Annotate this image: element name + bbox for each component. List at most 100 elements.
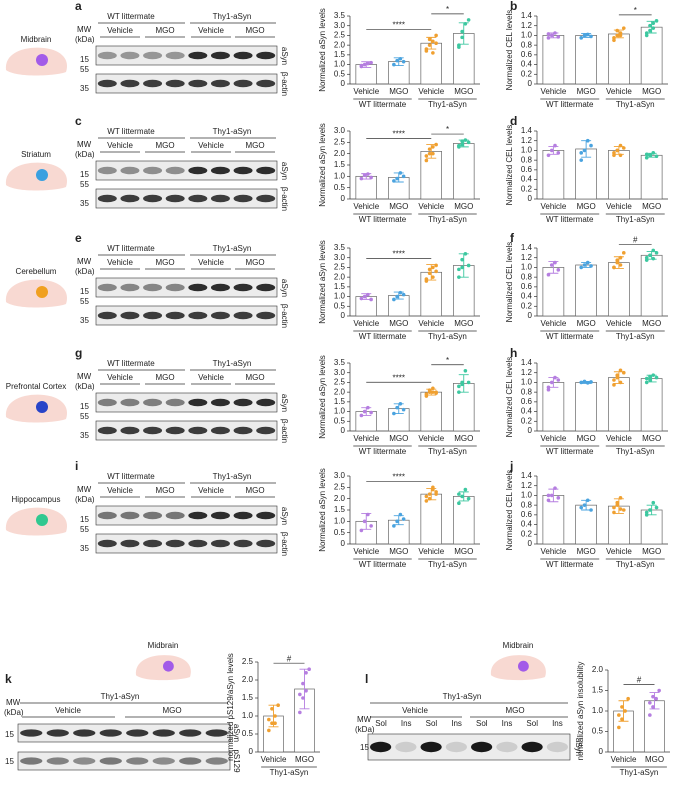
y-axis-label: Normalized CEL levels <box>505 10 514 91</box>
data-point <box>648 253 652 258</box>
blot-band <box>143 539 163 548</box>
data-point <box>466 380 471 385</box>
bar <box>542 150 565 200</box>
data-point <box>579 36 584 40</box>
panel-letter: c <box>75 114 82 128</box>
data-point <box>307 667 311 671</box>
y-tick-label: 1.2 <box>521 481 533 490</box>
significance-label: * <box>446 5 449 14</box>
data-point <box>463 138 468 142</box>
data-point <box>553 260 557 265</box>
band-label: β-actin <box>280 72 289 96</box>
treatment-label: MGO <box>155 141 174 150</box>
brain-region <box>36 401 48 413</box>
blot-band <box>97 511 117 520</box>
data-point <box>398 171 403 175</box>
blot-band <box>46 729 69 737</box>
group-label: Thy1-aSyn <box>616 447 655 456</box>
marker-label: 35 <box>80 544 89 553</box>
y-tick-label: 1.4 <box>521 471 533 480</box>
blot-band <box>256 539 276 548</box>
data-point <box>615 373 620 377</box>
y-tick-label: 1.0 <box>334 516 346 525</box>
blot-strip <box>95 160 278 181</box>
y-tick-label: 0 <box>341 194 346 203</box>
marker-label: 55 <box>80 180 89 189</box>
blot-band <box>143 283 163 292</box>
data-point <box>466 140 471 145</box>
error-bar <box>393 515 404 526</box>
blot-band <box>120 539 140 548</box>
data-point <box>398 512 403 517</box>
significance-label: # <box>633 236 638 245</box>
group-header: Thy1-aSyn <box>213 244 252 253</box>
marker-label: 55 <box>80 65 89 74</box>
blot-band <box>165 426 185 435</box>
y-tick-label: 1.4 <box>521 126 533 135</box>
data-point <box>626 696 630 701</box>
group-label: WT littermate <box>359 560 407 569</box>
blot-band <box>143 311 163 320</box>
y-tick-label: 0.8 <box>521 387 533 396</box>
data-point <box>654 19 659 23</box>
y-tick-label: 1.2 <box>521 136 533 145</box>
blot-band <box>46 757 69 765</box>
group-header: Thy1-aSyn <box>213 127 252 136</box>
data-point <box>366 405 370 410</box>
y-tick-label: 0 <box>528 79 533 88</box>
significance-label: # <box>287 654 292 663</box>
y-tick-label: 0.6 <box>521 397 533 406</box>
bar <box>575 35 597 85</box>
blot-band <box>210 398 230 407</box>
y-axis-label: Normalized aSyn levels <box>318 8 327 92</box>
y-tick-label: 3.0 <box>334 253 346 262</box>
significance-label: * <box>634 6 637 15</box>
group-label: Thy1-aSyn <box>428 100 467 109</box>
treatment-label: MGO <box>245 486 264 495</box>
data-point <box>431 487 435 492</box>
blot-band <box>233 539 253 548</box>
group-header: WT littermate <box>107 472 155 481</box>
lane-label: Ins <box>502 719 513 728</box>
y-tick-label: 1.0 <box>521 263 533 272</box>
y-tick-label: 3.0 <box>334 471 346 480</box>
lane-label: Ins <box>451 719 462 728</box>
y-tick-label: 0.2 <box>521 69 533 78</box>
blot-band <box>210 166 230 175</box>
mw-label: MW <box>6 698 21 707</box>
blot-band <box>120 51 140 60</box>
blot-band <box>256 51 276 60</box>
group-header: Thy1-aSyn <box>213 359 252 368</box>
y-tick-label: 3.5 <box>334 358 346 367</box>
blot-band <box>188 511 208 520</box>
data-point <box>585 260 590 265</box>
treatment-label: Vehicle <box>198 373 224 382</box>
blot-band <box>143 51 163 60</box>
data-point <box>651 256 656 261</box>
x-tick-label: Vehicle <box>606 319 632 328</box>
data-point <box>618 368 623 373</box>
blot-band <box>97 166 117 175</box>
brain-region <box>518 660 529 672</box>
data-point <box>359 296 364 301</box>
marker-label: 15 <box>5 757 14 766</box>
data-point <box>553 143 557 148</box>
blot-band <box>188 166 208 175</box>
bar <box>542 495 565 545</box>
data-point <box>621 508 626 512</box>
x-tick-label: Vehicle <box>418 434 444 443</box>
data-point <box>427 388 432 393</box>
brain-region <box>163 660 174 672</box>
panel-letter: f <box>510 231 515 245</box>
data-point <box>651 694 655 699</box>
group-header: WT littermate <box>107 12 155 21</box>
region-label: Striatum <box>21 150 51 159</box>
blot-band <box>210 194 230 203</box>
x-tick-label: Vehicle <box>353 434 379 443</box>
data-point <box>431 390 435 394</box>
data-point <box>582 263 587 267</box>
data-point <box>585 138 590 143</box>
y-tick-label: 0.4 <box>521 407 533 416</box>
mw-label: MW <box>77 140 92 149</box>
data-point <box>651 500 656 505</box>
